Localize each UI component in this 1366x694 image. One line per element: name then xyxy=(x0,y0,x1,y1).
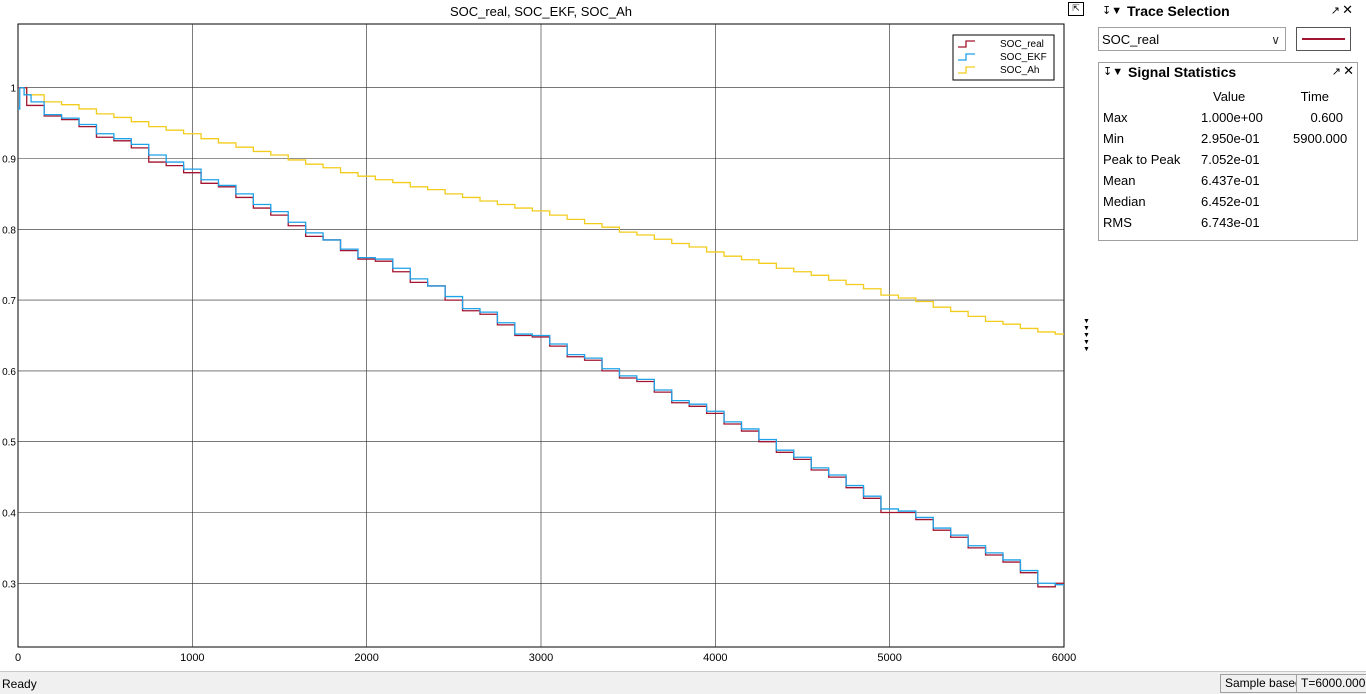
series-line-soc-ekf xyxy=(18,87,1064,586)
series-line-soc-real xyxy=(18,87,1064,588)
y-tick-label: 0.6 xyxy=(2,367,16,378)
trace-selection-panel: ↧▼ Trace Selection ↗ ✕ SOC_real ∨ xyxy=(1098,2,1356,56)
x-tick-label: 4000 xyxy=(703,652,727,664)
stat-value: 1.000e+00 xyxy=(1201,110,1263,125)
stat-time: 0.600 xyxy=(1310,110,1343,125)
undock-icon[interactable]: ↗ xyxy=(1330,5,1340,17)
sample-mode-indicator: Sample based xyxy=(1220,674,1307,693)
y-tick-label: 0.7 xyxy=(2,296,16,307)
trace-line-style-button[interactable] xyxy=(1296,27,1351,51)
stat-label: RMS xyxy=(1103,215,1132,230)
plot-area[interactable]: 0 1000 2000 3000 4000 5000 6000 0.3 0.4 0.5 0.6 0.7… xyxy=(0,0,1095,671)
pin-icon[interactable]: ↧▼ xyxy=(1102,5,1123,17)
legend-swatch xyxy=(958,40,975,48)
statistics-header-row: Value Time xyxy=(1103,89,1353,110)
table-row: Mean 6.437e-01 xyxy=(1103,173,1353,194)
legend-swatch xyxy=(958,53,975,61)
y-tick-label: 1 xyxy=(10,84,16,95)
stat-label: Median xyxy=(1103,194,1146,209)
legend-entry: SOC_EKF xyxy=(1000,52,1047,63)
table-row: Max 1.000e+00 0.600 xyxy=(1103,110,1353,131)
pin-icon[interactable]: ↧▼ xyxy=(1103,66,1124,78)
stat-label: Peak to Peak xyxy=(1103,152,1181,167)
legend-entry: SOC_Ah xyxy=(1000,65,1039,76)
value-column-header: Value xyxy=(1213,89,1246,104)
trace-selection-title: Trace Selection xyxy=(1127,3,1230,19)
chart-title: SOC_real, SOC_EKF, SOC_Ah xyxy=(449,4,633,19)
legend-swatch xyxy=(958,66,975,74)
y-tick-label: 0.4 xyxy=(2,508,16,519)
stat-time: 5900.000 xyxy=(1293,131,1348,146)
stat-label: Min xyxy=(1103,131,1124,146)
x-tick-label: 3000 xyxy=(529,652,553,664)
time-column-header: Time xyxy=(1300,89,1329,104)
restore-icon[interactable]: ⇱ xyxy=(1068,2,1084,16)
y-tick-label: 0.3 xyxy=(2,579,16,590)
stat-value: 6.452e-01 xyxy=(1201,194,1260,209)
signal-statistics-header: ↧▼ Signal Statistics ↗ ✕ xyxy=(1099,63,1357,82)
signal-statistics-title: Signal Statistics xyxy=(1128,64,1237,80)
x-tick-label: 5000 xyxy=(877,652,901,664)
table-row: RMS 6.743e-01 xyxy=(1103,215,1353,236)
y-tick-label: 0.8 xyxy=(2,225,16,236)
table-row: Median 6.452e-01 xyxy=(1103,194,1353,215)
y-tick-label: 0.5 xyxy=(2,438,16,449)
trace-dropdown[interactable]: SOC_real ∨ xyxy=(1098,27,1286,51)
legend xyxy=(952,34,1055,81)
status-bar: Ready Sample based T=6000.000 xyxy=(0,671,1366,694)
table-row: Min 2.950e-01 5900.000 xyxy=(1103,131,1353,152)
signal-statistics-panel: ↧▼ Signal Statistics ↗ ✕ Value Time Max … xyxy=(1098,62,1358,241)
panel-collapse-arrows-icon[interactable]: ▼ ▼ ▼ ▼ ▼ xyxy=(1083,318,1090,353)
stat-label: Mean xyxy=(1103,173,1136,188)
undock-icon[interactable]: ↗ xyxy=(1331,66,1341,78)
x-tick-label: 1000 xyxy=(180,652,204,664)
trace-selection-header: ↧▼ Trace Selection ↗ ✕ xyxy=(1098,2,1356,21)
table-row: Peak to Peak 7.052e-01 xyxy=(1103,152,1353,173)
x-tick-label: 6000 xyxy=(1052,652,1076,664)
trace-dropdown-value: SOC_real xyxy=(1102,32,1160,47)
stat-value: 6.743e-01 xyxy=(1201,215,1260,230)
chevron-down-icon: ∨ xyxy=(1271,33,1280,47)
close-icon[interactable]: ✕ xyxy=(1342,2,1353,17)
stat-label: Max xyxy=(1103,110,1128,125)
trace-color-swatch xyxy=(1302,38,1345,40)
x-tick-label: 0 xyxy=(15,652,21,664)
y-tick-label: 0.9 xyxy=(2,155,16,166)
x-tick-label: 2000 xyxy=(354,652,378,664)
simulation-time-indicator: T=6000.000 xyxy=(1296,674,1366,693)
legend-entry: SOC_real xyxy=(1000,39,1044,50)
stat-value: 2.950e-01 xyxy=(1201,131,1260,146)
stat-value: 7.052e-01 xyxy=(1201,152,1260,167)
series-line-soc-ah xyxy=(18,87,1064,335)
status-text: Ready xyxy=(2,677,37,691)
close-icon[interactable]: ✕ xyxy=(1343,63,1354,78)
stat-value: 6.437e-01 xyxy=(1201,173,1260,188)
